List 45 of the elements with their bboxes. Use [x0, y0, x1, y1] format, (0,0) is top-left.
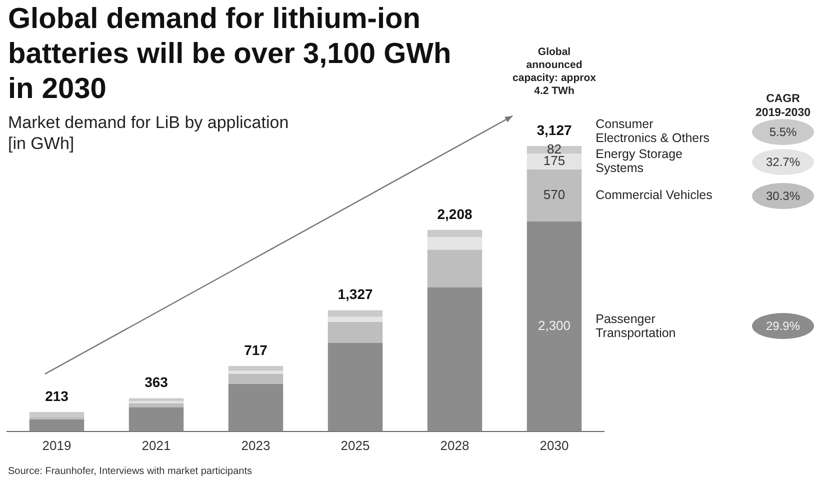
series-label: Consumer Electronics & Others: [596, 117, 710, 146]
x-tick-label: 2028: [440, 438, 470, 453]
bar: [427, 250, 482, 288]
data-label: 570: [543, 187, 566, 202]
chart-title: Global demand for lithium-ion batteries will be over 3,100 GWh in 2030: [8, 2, 452, 107]
x-tick-label: 2023: [241, 438, 270, 453]
total-label: 717: [244, 342, 268, 358]
bar: [328, 342, 383, 432]
bar: [427, 230, 482, 238]
bar: [128, 403, 184, 408]
text: CAGR 2019-2030: [754, 92, 812, 120]
bar: [228, 366, 284, 371]
oval-badge: 5.5%: [752, 118, 814, 145]
chart-subtitle: Market demand for LiB by application [in GWh]: [8, 112, 290, 154]
bar: [29, 420, 84, 432]
bar: [526, 154, 582, 170]
x-tick-label: 2019: [42, 438, 72, 453]
x-tick-label: 2025: [340, 438, 370, 453]
bar: [328, 316, 383, 322]
bar: [228, 374, 284, 384]
total-label: 213: [45, 388, 69, 404]
oval-badge: 29.9%: [752, 313, 814, 340]
bar: [526, 222, 582, 432]
source-note: Source: Fraunhofer, Interviews with market participants: [8, 466, 252, 477]
bar: [128, 407, 184, 432]
bar: [427, 237, 482, 250]
bar: [29, 412, 84, 417]
series-label: Passenger Transportation: [596, 312, 676, 340]
series-label: Energy Storage Systems: [596, 146, 683, 175]
oval-badge: 32.7%: [752, 148, 814, 174]
bar: [526, 169, 582, 222]
data-label: 2,300: [538, 318, 571, 334]
total-label: 363: [144, 374, 168, 390]
bar: [328, 310, 383, 317]
bar: [228, 384, 284, 432]
total-label: 1,327: [338, 286, 373, 302]
total-label: 2,208: [437, 206, 472, 222]
x-tick-label: 2021: [142, 438, 171, 453]
x-tick-label: 2030: [540, 438, 569, 453]
bar: [328, 322, 383, 343]
total-label: 3,127: [536, 122, 572, 138]
text: Global announced capacity: approx 4.2 TWh: [512, 46, 596, 98]
series-label: Commercial Vehicles: [596, 188, 712, 202]
oval-badge: 30.3%: [752, 182, 814, 208]
bar: [427, 287, 482, 432]
